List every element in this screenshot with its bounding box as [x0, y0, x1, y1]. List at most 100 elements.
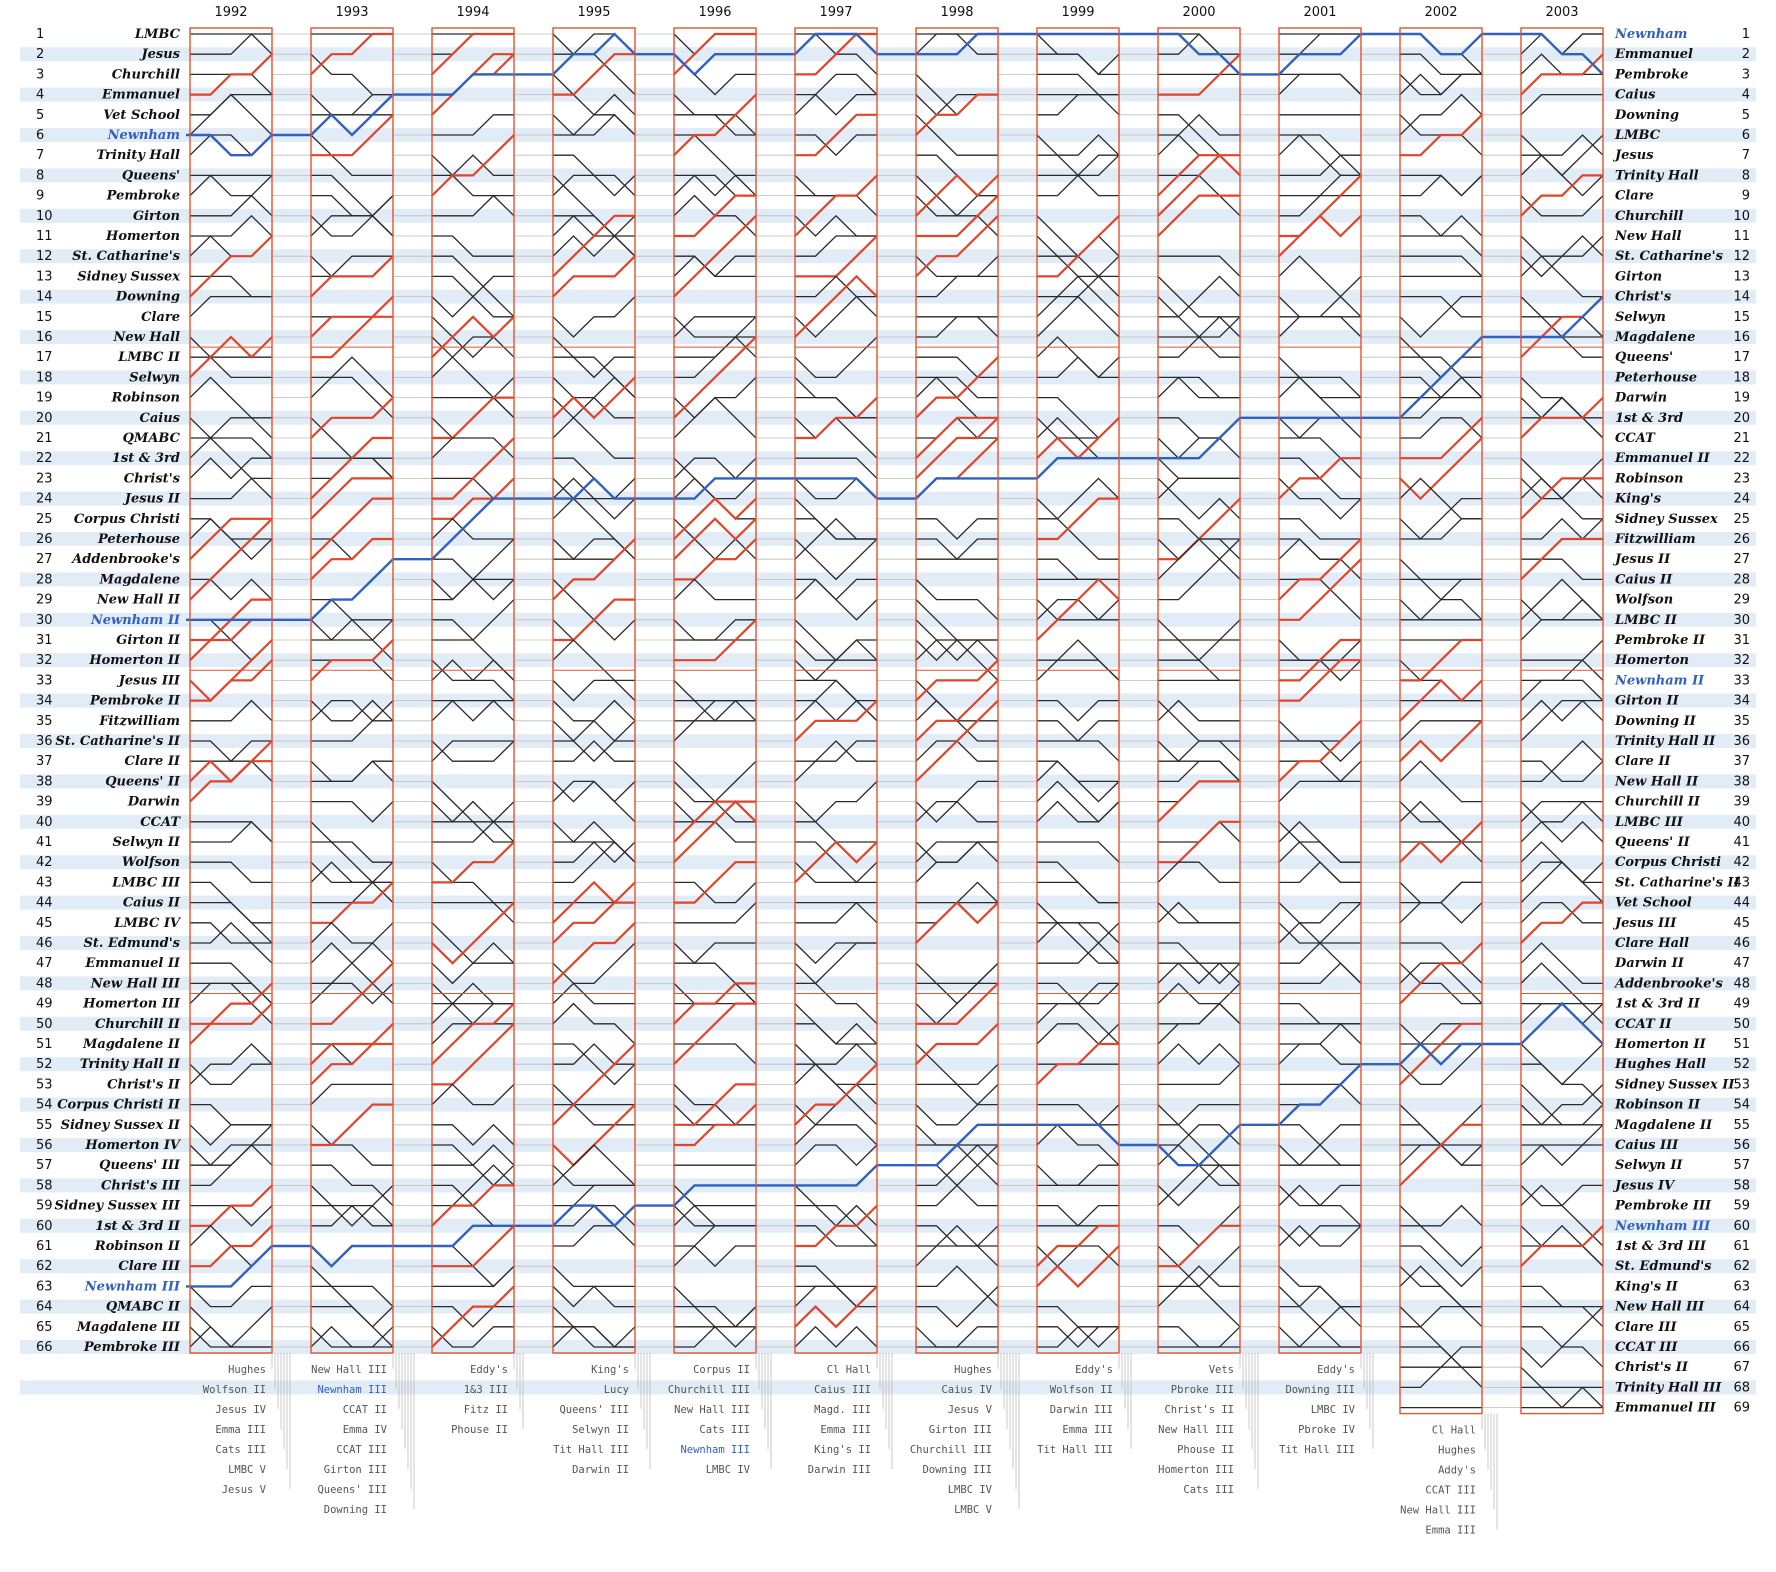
crew-line — [190, 214, 273, 237]
crew-line — [190, 820, 273, 843]
sub-labels: Hughes Wolfson II Jesus IV Emma III Cats III… — [203, 1353, 1498, 1537]
left-position-number: 18 — [36, 370, 53, 385]
year-frame-2001 — [1278, 27, 1362, 1354]
crew-line — [1520, 235, 1604, 278]
sub-crew-label: Addy's — [1438, 1465, 1476, 1477]
crew-line — [1399, 942, 1483, 1005]
crew-line — [190, 33, 273, 55]
crew-line — [915, 982, 998, 1025]
crew-line — [1521, 760, 1604, 783]
crew-line — [1278, 1124, 1361, 1167]
crew-line — [432, 154, 514, 177]
crew-line — [431, 1184, 514, 1227]
crew-line — [915, 841, 999, 883]
right-crew-label: Downing — [1614, 108, 1679, 123]
crew-line — [189, 1043, 273, 1085]
crew-line — [915, 93, 998, 136]
crew-line — [674, 1103, 757, 1147]
crew-line — [795, 235, 877, 257]
crew-line — [1158, 962, 1241, 985]
crew-line — [1036, 760, 1119, 783]
sub-crew-label: Jesus V — [222, 1484, 267, 1496]
left-crew-label: Christ's III — [101, 1178, 181, 1193]
crew-line — [310, 32, 393, 76]
right-crew-label: LMBC III — [1614, 815, 1684, 830]
right-crew-label: Sidney Sussex — [1615, 512, 1718, 527]
crew-line — [1521, 1043, 1604, 1086]
crew-line — [189, 336, 272, 358]
crew-line — [552, 1083, 635, 1106]
crew-line — [310, 195, 394, 237]
sub-crew-label: Jesus V — [948, 1404, 993, 1416]
left-position-number: 63 — [36, 1279, 53, 1294]
crew-line — [1400, 1366, 1482, 1389]
left-crew-label: Trinity Hall II — [80, 1057, 181, 1072]
crew-line — [1279, 154, 1362, 177]
crew-line — [1400, 1245, 1483, 1288]
left-crew-label: Corpus Christi II — [57, 1098, 181, 1113]
right-position-number: 42 — [1733, 855, 1750, 870]
left-position-number: 34 — [36, 694, 53, 709]
crew-line — [1520, 942, 1603, 985]
crew-line — [915, 194, 998, 217]
crew-line — [431, 154, 514, 197]
sub-crew-label: Cats III — [1183, 1484, 1234, 1496]
right-position-number: 9 — [1742, 189, 1750, 204]
crew-line — [1521, 740, 1604, 783]
right-position-number: 47 — [1733, 956, 1750, 971]
year-label: 2000 — [1182, 5, 1215, 20]
right-position-number: 19 — [1733, 391, 1750, 406]
crew-line — [432, 820, 515, 843]
crew-line — [432, 114, 514, 136]
crew-line — [1521, 558, 1603, 581]
crew-line — [795, 113, 877, 157]
sub-crew-label: Queens' III — [317, 1484, 387, 1496]
crew-line — [311, 1285, 394, 1308]
crew-line — [189, 437, 273, 459]
crew-line — [552, 942, 636, 985]
crew-line — [1037, 134, 1120, 156]
crew-line — [553, 53, 635, 96]
right-position-number: 56 — [1733, 1138, 1750, 1153]
right-position-number: 26 — [1733, 532, 1750, 547]
crew-line — [1037, 356, 1119, 379]
crew-line — [190, 53, 273, 96]
left-crew-label: QMABC II — [106, 1300, 181, 1315]
year-frame-2000 — [1157, 27, 1241, 1354]
sub-crew-label: Darwin III — [1050, 1404, 1113, 1416]
crew-line — [190, 1144, 273, 1187]
right-position-number: 63 — [1733, 1279, 1750, 1294]
crew-line — [794, 861, 878, 884]
crew-line — [553, 841, 636, 884]
crew-line — [915, 1023, 999, 1065]
crew-line — [916, 1144, 999, 1187]
crew-line — [674, 1225, 756, 1247]
left-crew-label: Churchill II — [95, 1017, 181, 1032]
crew-line — [1399, 962, 1482, 1005]
crew-line — [431, 861, 514, 904]
left-crew-label: Queens' II — [105, 774, 181, 789]
crew-line — [1157, 982, 1241, 1005]
right-crew-label: Churchill II — [1615, 795, 1701, 810]
crew-line — [915, 114, 998, 156]
right-labels: Newnham 1 Emmanuel 2 Pembroke 3 Caius 4 Downing 5… — [1612, 27, 1750, 1416]
sub-crew-label: LMBC V — [228, 1464, 267, 1476]
left-crew-label: Sidney Sussex III — [55, 1199, 181, 1214]
crew-line — [1520, 53, 1604, 96]
crew-line — [1278, 255, 1362, 298]
crew-line — [1520, 962, 1603, 1005]
crew-line — [1036, 800, 1120, 823]
crew-line — [1399, 497, 1482, 540]
crew-line — [1400, 1346, 1483, 1388]
right-crew-label: Darwin II — [1614, 956, 1685, 971]
crew-line — [190, 659, 273, 702]
crew-line — [1520, 93, 1603, 116]
crew-line — [311, 1164, 394, 1207]
right-position-number: 2 — [1742, 47, 1750, 62]
crew-line — [432, 194, 515, 217]
crew-line — [190, 477, 273, 500]
crew-line — [1037, 93, 1119, 116]
crew-line — [1157, 780, 1240, 823]
crew-line — [916, 1224, 999, 1247]
left-position-number: 47 — [36, 956, 53, 971]
